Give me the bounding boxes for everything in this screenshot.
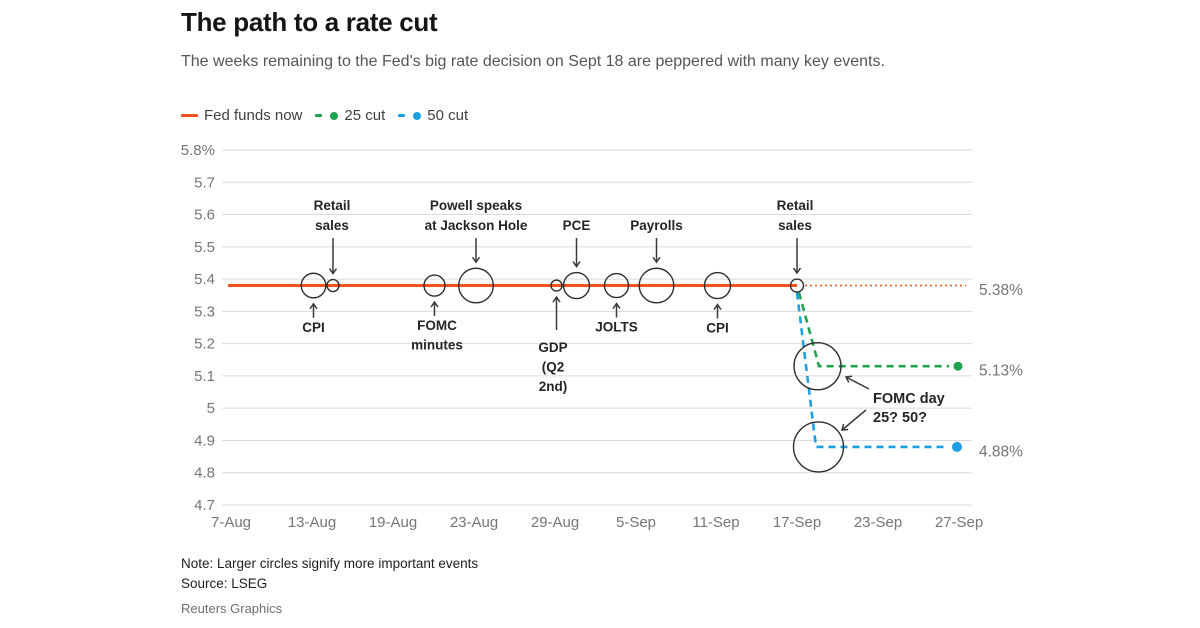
cut-scenario-end-dot xyxy=(953,361,963,371)
fomc-day-circle xyxy=(792,421,845,473)
x-axis-tick-label: 5-Sep xyxy=(616,514,656,531)
x-axis-tick-label: 11-Sep xyxy=(692,514,739,531)
x-axis-tick-label: 19-Aug xyxy=(369,514,417,531)
event-circle xyxy=(300,272,327,299)
y-axis-tick-label: 5.7 xyxy=(194,174,215,191)
x-axis-tick-label: 23-Aug xyxy=(450,514,498,531)
fomc-day-circle xyxy=(793,342,842,391)
cut25-dot-swatch-icon xyxy=(330,111,339,120)
event-circle xyxy=(562,271,591,300)
fomc-day-annotation: 25? 50? xyxy=(873,410,927,426)
event-circle xyxy=(550,279,563,292)
y-axis-tick-label: 5.2 xyxy=(194,336,215,353)
page-title: The path to a rate cut xyxy=(181,7,438,37)
annotation-arrow xyxy=(842,409,867,430)
credit-line: Reuters Graphics xyxy=(181,601,283,616)
y-axis-tick-label: 5 xyxy=(207,400,215,417)
x-axis-tick-label: 23-Sep xyxy=(854,514,902,531)
event-circle xyxy=(789,278,805,293)
legend: Fed funds now 25 cut 50 cut xyxy=(181,107,468,124)
event-label: at Jackson Hole xyxy=(425,218,528,233)
event-circle xyxy=(638,267,675,304)
legend-item-25-cut: 25 cut xyxy=(315,107,385,124)
cut-scenario-rate-label: 4.88% xyxy=(979,443,1023,460)
x-axis-tick-label: 29-Aug xyxy=(531,514,579,531)
event-circle xyxy=(603,272,630,299)
legend-item-50-cut: 50 cut xyxy=(398,107,468,124)
x-axis-tick-label: 27-Sep xyxy=(935,514,983,531)
y-axis-tick-label: 5.6 xyxy=(194,207,215,224)
x-axis-tick-label: 17-Sep xyxy=(773,514,821,531)
y-axis-tick-label: 5.8% xyxy=(181,142,215,159)
event-label: GDP xyxy=(538,340,567,355)
y-axis-tick-label: 4.9 xyxy=(194,432,215,449)
event-label: PCE xyxy=(563,218,591,233)
legend-label: Fed funds now xyxy=(204,107,303,124)
y-axis-tick-label: 5.5 xyxy=(194,239,215,256)
event-label: CPI xyxy=(706,321,729,336)
x-axis-tick-label: 7-Aug xyxy=(211,514,251,531)
cut-scenario-end-dot xyxy=(952,441,962,452)
event-label: Retail xyxy=(777,198,814,213)
chart-subtitle: The weeks remaining to the Fed's big rat… xyxy=(181,52,885,70)
fomc-day-annotation: FOMC day xyxy=(873,391,945,407)
chart-source: Source: LSEG xyxy=(181,576,268,591)
cut25-dash-swatch-icon xyxy=(315,114,323,117)
cut-scenario-line xyxy=(795,292,948,449)
event-label: Powell speaks xyxy=(430,198,522,213)
y-axis-tick-label: 4.8 xyxy=(194,465,215,482)
chart-note: Note: Larger circles signify more import… xyxy=(181,556,479,571)
event-label: JOLTS xyxy=(595,320,638,335)
cut-scenario-rate-label: 5.13% xyxy=(979,363,1023,380)
event-label: Retail xyxy=(314,198,351,213)
y-axis-tick-label: 4.7 xyxy=(194,497,215,514)
y-axis-tick-label: 5.4 xyxy=(194,271,215,288)
event-circle xyxy=(703,271,732,300)
event-label: 2nd) xyxy=(539,379,568,394)
legend-item-fed-funds: Fed funds now xyxy=(181,107,302,124)
legend-label: 25 cut xyxy=(344,107,386,124)
event-circle xyxy=(458,267,495,304)
legend-label: 50 cut xyxy=(427,107,469,124)
event-label: FOMC xyxy=(417,318,457,333)
chart-header: The path to a rate cut The weeks remaini… xyxy=(181,7,1041,73)
event-label: CPI xyxy=(302,320,325,335)
annotation-arrow xyxy=(846,377,870,390)
event-circle xyxy=(423,274,446,297)
event-circle xyxy=(326,278,340,293)
event-label: minutes xyxy=(411,338,463,353)
event-label: Payrolls xyxy=(630,218,683,233)
fed-funds-rate-label: 5.38% xyxy=(979,282,1023,299)
event-label: sales xyxy=(315,218,349,233)
cut-scenario-line xyxy=(797,292,949,368)
cut50-dot-swatch-icon xyxy=(413,111,422,120)
x-axis-tick-label: 13-Aug xyxy=(288,514,336,531)
y-axis-tick-label: 5.1 xyxy=(194,368,215,385)
cut50-dash-swatch-icon xyxy=(398,114,406,117)
event-label: sales xyxy=(778,218,812,233)
event-label: (Q2 xyxy=(542,360,565,375)
fed-funds-line-swatch-icon xyxy=(181,114,198,117)
y-axis-tick-label: 5.3 xyxy=(194,303,215,320)
